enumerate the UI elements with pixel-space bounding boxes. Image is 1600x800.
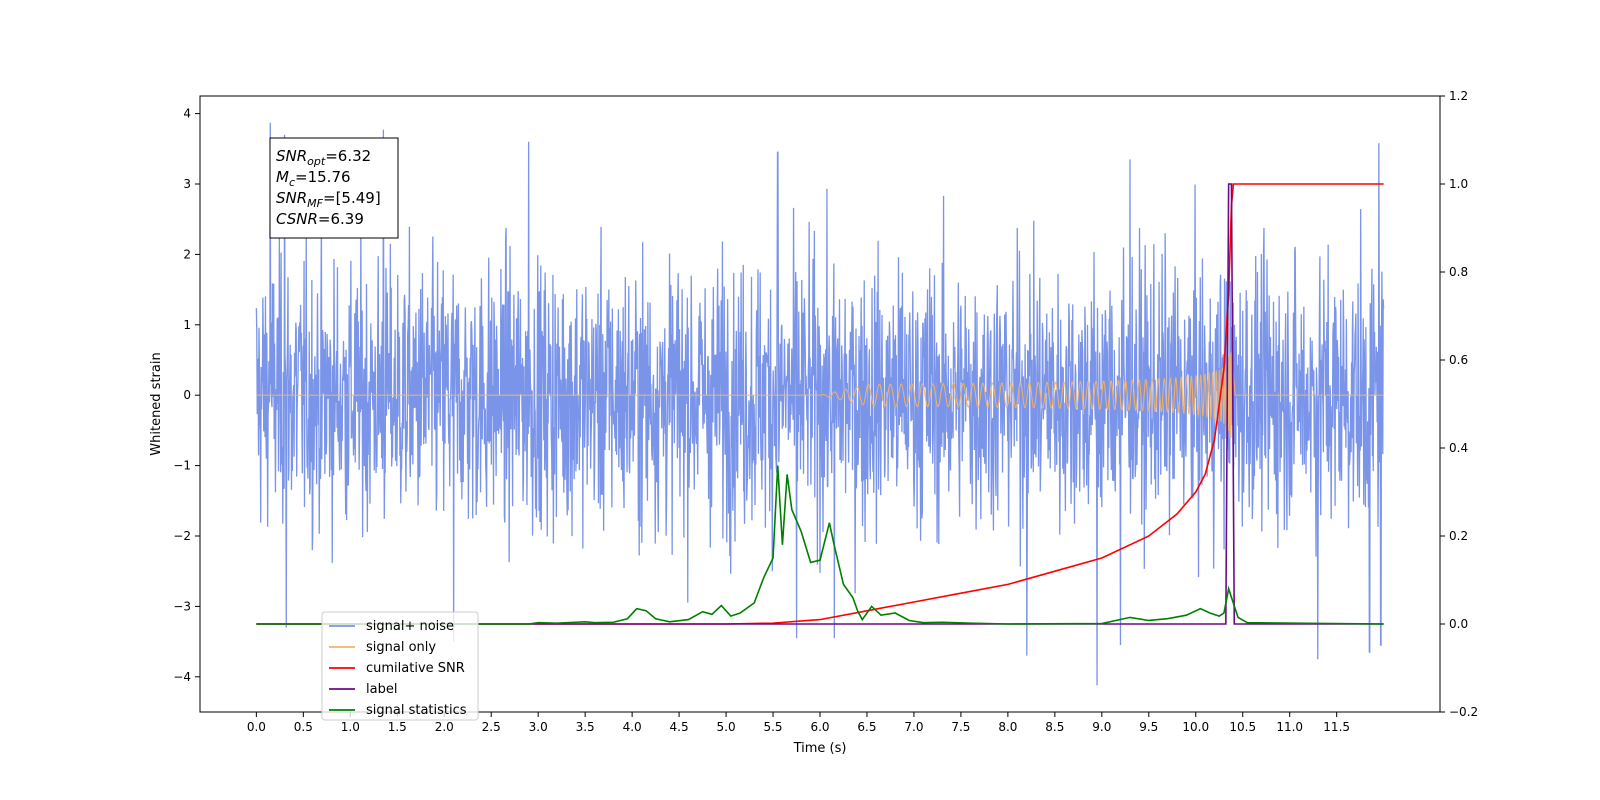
annotation-line: SNRopt=6.32: [276, 147, 371, 168]
x-tick-label: 10.5: [1229, 720, 1256, 734]
y-tick-label: 0: [183, 388, 191, 402]
legend: signal+ noise signal only cumilative SNR la…: [321, 611, 479, 721]
x-tick-label: 7.5: [951, 720, 970, 734]
legend-label: signal statistics: [366, 703, 467, 718]
x-tick-label: 2.5: [482, 720, 501, 734]
y-axis-label: Whitened strain: [149, 352, 164, 455]
x-tick-label: 6.5: [857, 720, 876, 734]
x-tick-label: 6.0: [810, 720, 829, 734]
legend-label: signal only: [366, 640, 436, 655]
x-axis-label: Time (s): [793, 741, 847, 756]
y-tick-label: 2: [183, 247, 191, 261]
x-tick-label: 1.0: [341, 720, 360, 734]
y2-tick-label: 0.2: [1449, 529, 1468, 543]
x-tick-label: 0.5: [294, 720, 313, 734]
y-tick-label: 1: [183, 318, 191, 332]
x-tick-label: 5.0: [717, 720, 736, 734]
x-tick-label: 8.5: [1045, 720, 1064, 734]
legend-label: cumilative SNR: [366, 661, 465, 676]
y-tick-label: 4: [183, 107, 191, 121]
y2-tick-label: 1.0: [1449, 177, 1468, 191]
plot-frame: [199, 95, 1441, 713]
legend-label: label: [366, 682, 397, 697]
x-tick-label: 4.5: [670, 720, 689, 734]
x-tick-label: 8.0: [998, 720, 1017, 734]
y2-tick-label: 0.8: [1449, 265, 1468, 279]
x-tick-label: 9.5: [1139, 720, 1158, 734]
annotation-line: SNRMF=[5.49]: [276, 189, 381, 210]
x-tick-label: 1.5: [388, 720, 407, 734]
annotation-line: CSNR=6.39: [276, 210, 364, 228]
x-tick-label: 10.0: [1182, 720, 1209, 734]
y-tick-label: 3: [183, 177, 191, 191]
y-tick-label: −2: [173, 529, 191, 543]
signal-only-line: [256, 351, 1384, 439]
annotation-line: Mc=15.76: [276, 168, 351, 189]
y2-tick-label: 0.0: [1449, 617, 1468, 631]
x-tick-label: 7.0: [904, 720, 923, 734]
x-tick-label: 3.5: [576, 720, 595, 734]
x-tick-label: 11.5: [1323, 720, 1350, 734]
x-tick-label: 11.0: [1276, 720, 1303, 734]
y-tick-label: −3: [173, 599, 191, 613]
series-signal-only: [256, 351, 1384, 439]
series-signal-statistics: [256, 465, 1384, 625]
x-tick-label: 5.5: [763, 720, 782, 734]
y-tick-label: −4: [173, 670, 191, 684]
x-tick-label: 0.0: [247, 720, 266, 734]
y2-tick-label: 0.6: [1449, 353, 1468, 367]
y-tick-label: −1: [173, 459, 191, 473]
y2-tick-label: 1.2: [1449, 89, 1468, 103]
y2-tick-label: 0.4: [1449, 441, 1468, 455]
y2-tick-label: −0.2: [1449, 705, 1478, 719]
series-line: [256, 465, 1384, 625]
x-tick-label: 4.0: [623, 720, 642, 734]
x-tick-label: 3.0: [529, 720, 548, 734]
x-tick-label: 9.0: [1092, 720, 1111, 734]
x-tick-label: 2.0: [435, 720, 454, 734]
legend-label: signal+ noise: [366, 619, 454, 634]
